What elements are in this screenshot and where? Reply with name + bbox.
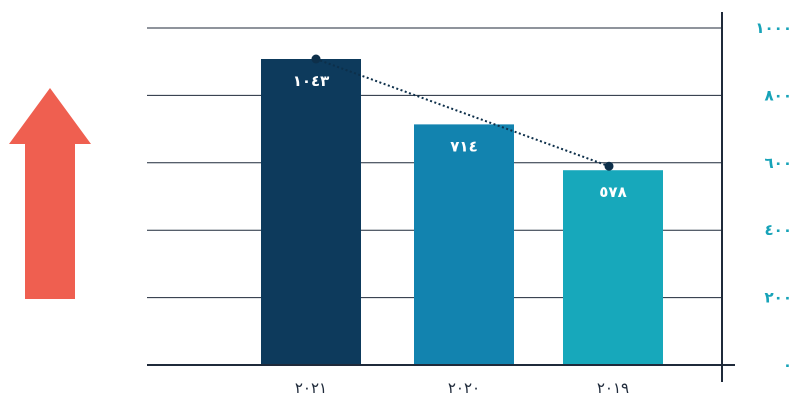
bars: [261, 59, 663, 365]
bar: [563, 170, 663, 365]
y-tick-label: ٨٠٠: [765, 86, 792, 104]
x-tick-label: ٢٠١٩: [597, 379, 629, 397]
up-arrow-icon: [9, 88, 91, 299]
x-tick-label: ٢٠٢١: [295, 379, 327, 397]
x-tick-labels: ٢٠٢١ ٢٠٢٠ ٢٠١٩: [295, 379, 629, 397]
y-tick-label: ٦٠٠: [765, 154, 792, 172]
bar: [414, 124, 514, 365]
value-label: ٥٧٨: [599, 183, 626, 201]
value-label: ٧١٤: [450, 137, 477, 155]
trend-point: [311, 54, 321, 64]
y-tick-labels: ٠ ٢٠٠ ٤٠٠ ٦٠٠ ٨٠٠ ١٠٠٠: [755, 19, 792, 374]
y-tick-label: ٤٠٠: [765, 221, 792, 239]
bar: [261, 59, 361, 365]
y-tick-label: ١٠٠٠: [755, 19, 792, 37]
value-labels: ١٠٤٣ ٧١٤ ٥٧٨: [293, 72, 627, 201]
y-tick-label: ٠: [783, 356, 792, 374]
y-tick-label: ٢٠٠: [765, 289, 792, 307]
value-label: ١٠٤٣: [293, 72, 330, 90]
x-tick-label: ٢٠٢٠: [448, 379, 480, 397]
trend-point: [604, 161, 614, 171]
trend-line: [311, 54, 614, 171]
